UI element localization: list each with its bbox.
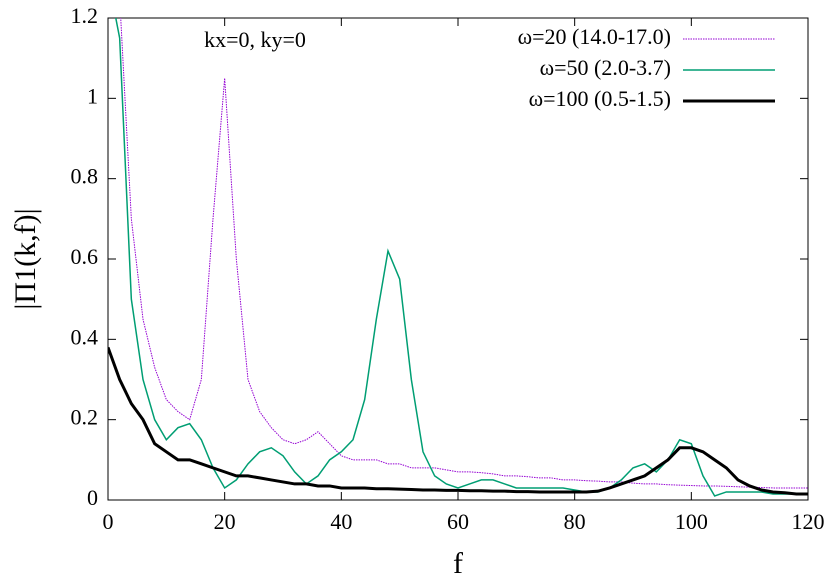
series-line: [115, 18, 808, 497]
y-tick-label: 0.8: [71, 164, 99, 189]
legend-label: ω=20 (14.0-17.0): [518, 24, 671, 49]
legend-label: ω=100 (0.5-1.5): [529, 86, 671, 111]
x-tick-label: 0: [103, 509, 114, 534]
plot-frame: [107, 17, 809, 501]
y-tick-label: 1: [87, 83, 98, 108]
x-tick-label: 20: [214, 509, 236, 534]
series-group: [108, 346, 808, 496]
y-tick-label: 1.2: [71, 3, 99, 28]
series-group: [120, 18, 808, 489]
series-group: [115, 18, 808, 497]
y-tick-label: 0.2: [71, 405, 99, 430]
y-tick-label: 0.6: [71, 244, 99, 269]
x-tick-label: 120: [792, 509, 825, 534]
annotation: kx=0, ky=0: [204, 27, 306, 52]
x-axis-title: f: [453, 547, 463, 580]
y-axis-title: |Π1(k,f)|: [9, 208, 42, 309]
y-tick-label: 0.4: [71, 324, 99, 349]
y-tick-label: 0: [87, 485, 98, 510]
series-line: [108, 346, 808, 496]
legend-label: ω=50 (2.0-3.7): [540, 55, 671, 80]
x-tick-label: 60: [447, 509, 469, 534]
series-line: [120, 18, 808, 489]
x-tick-label: 40: [330, 509, 352, 534]
x-tick-label: 80: [564, 509, 586, 534]
x-tick-label: 100: [675, 509, 708, 534]
